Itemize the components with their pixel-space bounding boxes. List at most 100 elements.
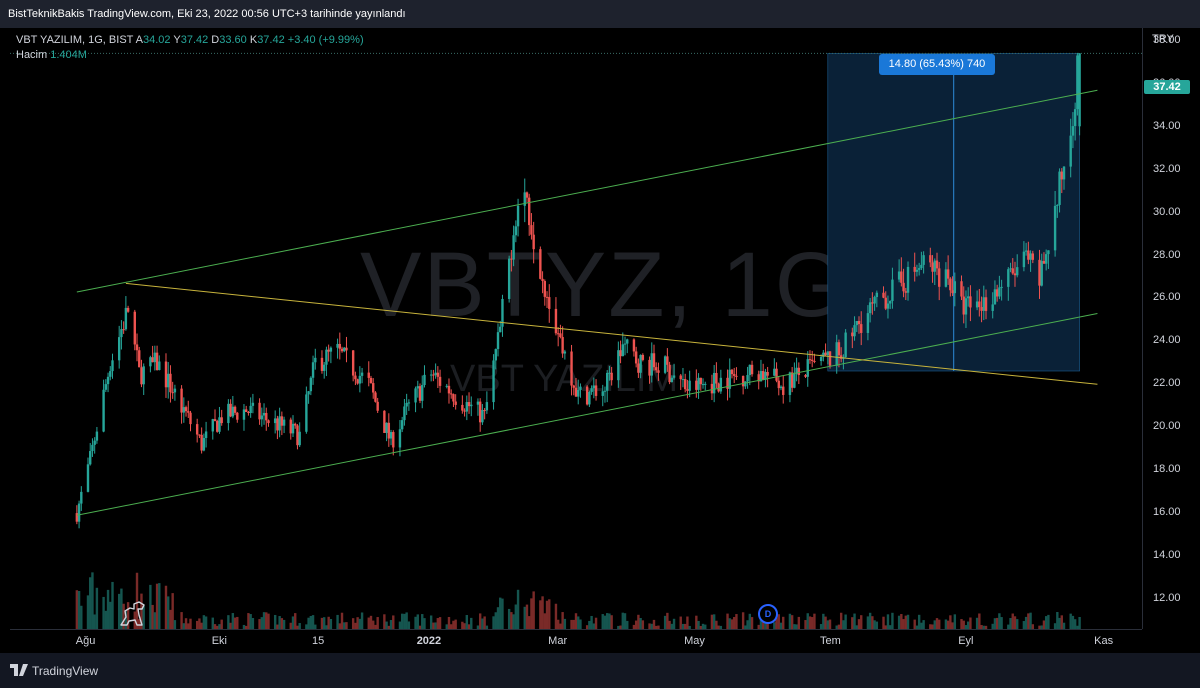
volume-bar [320,617,324,629]
volume-bar [418,625,422,629]
candle-body [80,491,83,504]
candle-body [663,356,667,373]
volume-bar [461,621,464,629]
candle-body [478,401,482,423]
candle-body [984,297,988,311]
volume-bar [247,613,250,629]
volume-bar [220,619,223,629]
candle-body [610,372,613,381]
price-tick-label: 26.00 [1153,291,1181,304]
volume-bar [804,620,807,629]
candle-body [501,298,504,327]
volume-bar [577,616,580,629]
volume-bar [619,625,622,629]
candle-body [806,359,809,377]
volume-bar [931,624,934,629]
candle-body [585,386,589,405]
volume-bar [1073,619,1077,629]
candle-body [888,301,892,304]
candle-body [839,355,843,359]
symbol-info[interactable]: VBT YAZILIM, 1G, BIST [16,34,134,46]
volume-bar [1027,613,1030,629]
volume-bar [929,624,932,629]
candle-body [982,297,985,311]
candle-body [837,342,841,356]
candle-body [966,296,970,299]
candle-body [634,351,638,364]
candle-body [779,386,783,389]
volume-bar [679,616,682,629]
candle-body [1058,171,1061,205]
volume-bar [920,622,923,629]
volume-bar [89,577,92,629]
volume-bar [1022,621,1026,629]
volume-bar [501,598,504,629]
volume-bar [790,615,794,629]
candle-body [657,370,660,373]
candle-body [280,416,284,426]
candle-body [249,405,252,413]
candle-body [322,364,326,371]
volume-bar [291,616,295,629]
candle-body [336,343,339,348]
volume-bar [434,622,437,629]
volume-bar [695,615,698,629]
volume-bar [327,616,330,629]
volume-bar [514,604,518,629]
candle-body [93,440,96,445]
volume-bar [445,624,448,629]
volume-bar [200,622,203,629]
volume-bar [1016,619,1019,629]
candle-body [891,279,894,302]
volume-bar [483,616,486,629]
volume-bar [844,614,847,629]
candle-body [545,296,549,298]
volume-bar [788,613,792,629]
candle-body [668,364,671,383]
volume-bar [650,623,653,629]
top-bar: BistTeknikBakis TradingView.com, Eki 23,… [0,0,1200,28]
measure-label[interactable]: 14.80 (65.43%) 740 [879,54,995,75]
volume-bar [857,619,861,629]
chart-pane[interactable]: VBTYZ, 1G VBT YAZILIM VBT YAZILIM, 1G, B… [10,28,1142,629]
volume-bar [262,612,266,629]
dividend-marker[interactable]: D [758,604,778,624]
volume-bar [385,621,388,629]
volume-bar [523,606,526,629]
volume-bar [875,621,879,629]
volume-bar [122,603,125,629]
candle-body [213,419,217,421]
time-tick-label: Kas [1094,635,1114,647]
candle-body [195,424,199,435]
volume-bar [369,615,373,629]
candle-body [949,278,952,291]
time-tick-label: Eyl [958,635,974,647]
candle-body [140,367,143,385]
price-chart[interactable] [10,28,1142,629]
candle-body [819,356,823,362]
candle-body [824,352,827,356]
candle-body [717,383,720,392]
volume-bar [167,596,170,629]
tradingview-logo[interactable]: TradingView [10,664,98,678]
volume-bar [639,617,642,629]
volume-bar [1000,617,1003,629]
currency-label[interactable]: TRY [1152,33,1174,45]
volume-bar [135,572,139,629]
candle-body [320,357,324,371]
time-tick-label: Ağu [75,635,96,647]
time-scale[interactable]: Ağu Eki 15 2022 Mar May Tem Eyl Kas [10,629,1142,654]
price-scale[interactable]: 38.0036.0034.0032.0030.0028.0026.0024.00… [1142,28,1200,629]
descending-trendline [125,282,1098,385]
candle-body [917,268,921,270]
volume-label[interactable]: Hacim [16,49,48,61]
volume-bar [623,613,627,629]
volume-bar [750,617,754,629]
candle-body [1056,204,1059,206]
legend: VBT YAZILIM, 1G, BIST A34.02 Y37.42 D33.… [16,34,364,61]
candle-body [204,431,208,438]
candle-body [416,386,419,389]
candle-body [951,290,954,294]
volume-bar [998,613,1001,629]
volume-bar [307,617,310,629]
